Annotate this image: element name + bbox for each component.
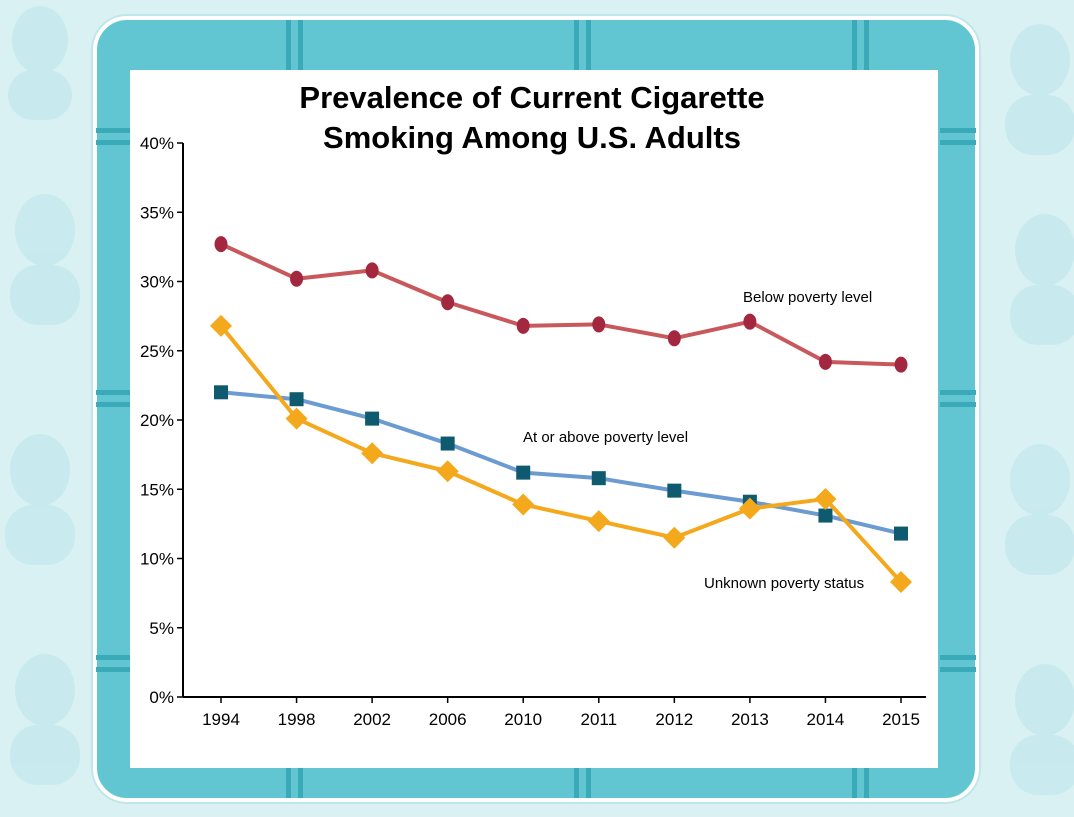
- series-label-unknown-poverty: Unknown poverty status: [704, 575, 864, 592]
- x-axis-ticks: 1994 1998 2002 2006 2010 2011 2012 2013 2014 2015: [202, 697, 920, 729]
- data-point-series-1: [894, 526, 908, 541]
- data-point-series-2: [890, 571, 912, 594]
- series-layer: [210, 236, 912, 594]
- series-label-above-poverty: At or above poverty level: [523, 429, 688, 446]
- data-point-series-2: [814, 487, 837, 510]
- x-tick-label: 2013: [731, 710, 769, 729]
- data-point-series-2: [512, 493, 535, 516]
- chart-panel: [130, 70, 938, 768]
- data-point-series-2: [663, 526, 686, 549]
- series-line-0: [220, 242, 902, 367]
- x-tick-label: 2012: [655, 710, 693, 729]
- x-tick-label: 2002: [353, 710, 391, 729]
- data-point-series-2: [738, 497, 761, 520]
- data-point-series-2: [210, 314, 232, 337]
- data-point-series-1: [591, 471, 606, 486]
- y-tick-label: 40%: [140, 134, 174, 153]
- series-label-below-poverty: Below poverty level: [743, 289, 872, 306]
- y-tick-label: 35%: [140, 203, 174, 222]
- data-point-series-1: [214, 385, 228, 400]
- data-point-series-0: [818, 353, 832, 370]
- x-tick-label: 1994: [202, 710, 240, 729]
- data-point-series-0: [290, 270, 304, 287]
- data-point-series-0: [516, 317, 530, 334]
- y-tick-label: 0%: [149, 688, 174, 707]
- x-tick-label: 2011: [580, 710, 617, 729]
- y-tick-label: 20%: [140, 411, 174, 430]
- y-tick-label: 5%: [149, 619, 174, 638]
- data-point-series-0: [894, 356, 908, 373]
- data-point-series-0: [592, 316, 606, 333]
- y-tick-label: 10%: [140, 550, 174, 569]
- y-tick-label: 30%: [140, 273, 174, 292]
- data-point-series-1: [440, 436, 455, 451]
- data-point-series-1: [818, 508, 833, 523]
- series-line-1: [220, 390, 902, 536]
- x-tick-label: 2006: [429, 710, 467, 729]
- data-point-series-1: [667, 483, 682, 498]
- x-tick-label: 2010: [504, 710, 542, 729]
- y-axis-ticks: 0% 5% 10% 15% 20% 25% 30% 35% 40%: [140, 134, 183, 707]
- x-tick-label: 1998: [278, 710, 316, 729]
- chart-title-line-2: Smoking Among U.S. Adults: [323, 120, 741, 155]
- data-point-series-1: [365, 411, 380, 426]
- data-point-series-0: [214, 236, 228, 253]
- data-point-series-0: [441, 294, 455, 311]
- data-point-series-2: [361, 442, 384, 465]
- x-tick-label: 2015: [882, 710, 920, 729]
- data-point-series-0: [365, 262, 379, 279]
- x-tick-label: 2014: [807, 710, 845, 729]
- y-tick-label: 25%: [140, 342, 174, 361]
- data-point-series-2: [587, 510, 610, 533]
- data-point-series-2: [285, 407, 308, 430]
- data-point-series-1: [289, 392, 304, 407]
- data-point-series-0: [667, 330, 681, 347]
- series-line-2: [219, 324, 903, 584]
- y-tick-label: 15%: [140, 480, 174, 499]
- data-point-series-1: [516, 465, 531, 480]
- data-point-series-0: [743, 313, 757, 330]
- chart-title-line-1: Prevalence of Current Cigarette: [299, 80, 764, 115]
- frame-stripes: [96, 20, 976, 798]
- data-point-series-2: [436, 460, 459, 483]
